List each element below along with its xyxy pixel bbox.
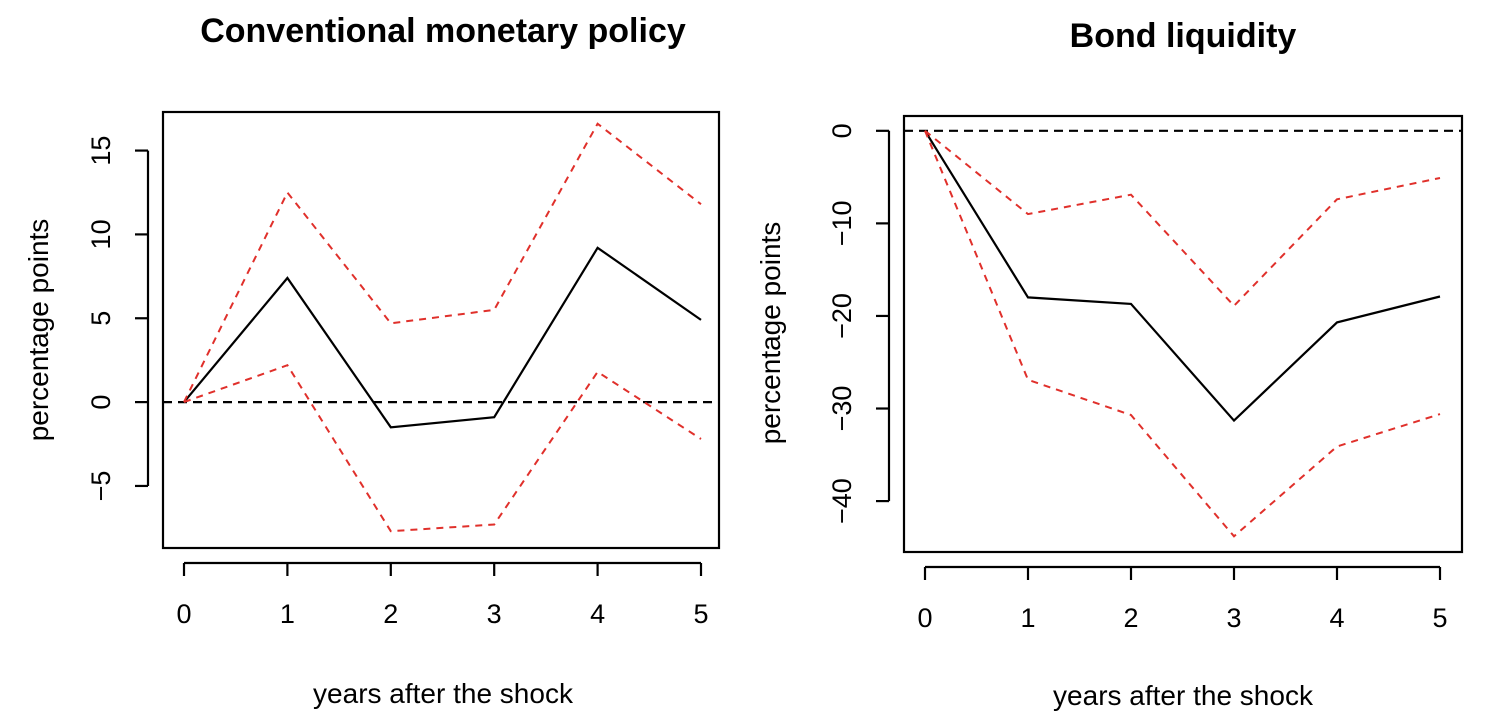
plot-area: 0 1 2 3 4 5 −5 0 5 10 15 bbox=[86, 110, 721, 629]
y-tick-label: 0 bbox=[827, 123, 857, 138]
chart-title: Bond liquidity bbox=[1070, 17, 1297, 55]
y-axis-label: percentage points bbox=[755, 222, 786, 445]
x-tick-label: 0 bbox=[917, 603, 932, 633]
x-tick-label: 3 bbox=[1226, 603, 1241, 633]
y-tick-label: 15 bbox=[86, 136, 116, 166]
x-tick-label: 1 bbox=[1020, 603, 1035, 633]
lower-band-line bbox=[183, 363, 702, 533]
plot-area: 0 1 2 3 4 5 −40 −30 −20 −10 0 bbox=[827, 114, 1464, 633]
chart-conventional-monetary-policy: Conventional monetary policy years after… bbox=[23, 12, 721, 709]
x-tick-label: 5 bbox=[693, 599, 708, 629]
y-tick-label: −20 bbox=[827, 293, 857, 339]
estimate-line bbox=[924, 130, 1441, 423]
chart-bond-liquidity: Bond liquidity years after the shock per… bbox=[755, 17, 1464, 711]
x-axis-label: years after the shock bbox=[313, 678, 574, 709]
plot-frame bbox=[902, 114, 1464, 554]
x-tick-label: 1 bbox=[280, 599, 295, 629]
y-tick-label: −30 bbox=[827, 386, 857, 432]
x-tick-label: 4 bbox=[590, 599, 605, 629]
lower-band-line bbox=[924, 130, 1441, 538]
estimate-line bbox=[183, 246, 702, 429]
chart-title: Conventional monetary policy bbox=[200, 12, 686, 50]
x-tick-label: 2 bbox=[383, 599, 398, 629]
x-axis-label: years after the shock bbox=[1053, 680, 1314, 711]
x-tick-label: 0 bbox=[176, 599, 191, 629]
y-tick-label: 10 bbox=[86, 219, 116, 249]
y-axis-label: percentage points bbox=[23, 219, 54, 442]
y-tick-label: 0 bbox=[86, 395, 116, 410]
y-tick-label: −40 bbox=[827, 478, 857, 524]
x-tick-label: 4 bbox=[1329, 603, 1344, 633]
x-tick-label: 5 bbox=[1432, 603, 1447, 633]
y-tick-label: −10 bbox=[827, 200, 857, 246]
plot-frame bbox=[161, 110, 721, 550]
y-tick-label: −5 bbox=[86, 471, 116, 502]
upper-band-line bbox=[183, 122, 702, 403]
x-tick-label: 2 bbox=[1123, 603, 1138, 633]
x-tick-label: 3 bbox=[487, 599, 502, 629]
upper-band-line bbox=[924, 130, 1441, 308]
y-tick-label: 5 bbox=[86, 311, 116, 326]
